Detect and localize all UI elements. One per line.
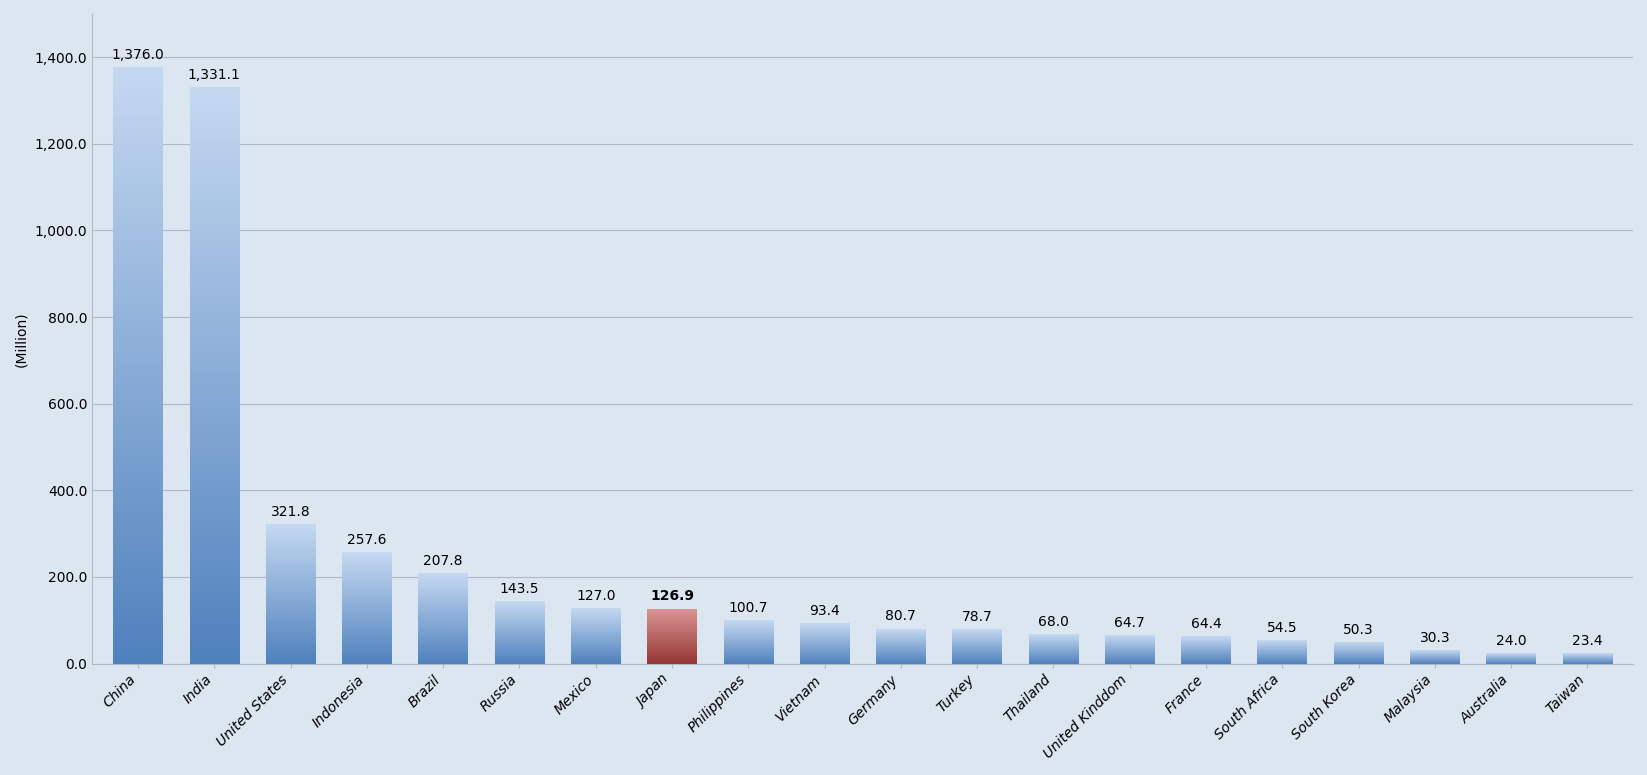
Text: 100.7: 100.7 [728, 601, 768, 615]
Text: 23.4: 23.4 [1571, 634, 1603, 648]
Text: 24.0: 24.0 [1495, 634, 1527, 648]
Text: 64.4: 64.4 [1191, 617, 1222, 631]
Text: 64.7: 64.7 [1115, 616, 1145, 630]
Text: 50.3: 50.3 [1344, 622, 1374, 636]
Text: 321.8: 321.8 [270, 505, 310, 519]
Text: 1,331.1: 1,331.1 [188, 68, 240, 82]
Text: 257.6: 257.6 [348, 533, 387, 547]
Text: 93.4: 93.4 [809, 604, 840, 618]
Text: 78.7: 78.7 [962, 611, 993, 625]
Text: 143.5: 143.5 [499, 582, 539, 596]
Text: 1,376.0: 1,376.0 [112, 48, 165, 63]
Text: 68.0: 68.0 [1038, 615, 1069, 629]
Y-axis label: (Million): (Million) [13, 311, 28, 367]
Text: 54.5: 54.5 [1267, 621, 1298, 635]
Text: 126.9: 126.9 [651, 590, 693, 604]
Text: 127.0: 127.0 [576, 590, 616, 604]
Text: 207.8: 207.8 [423, 554, 463, 568]
Text: 30.3: 30.3 [1420, 632, 1449, 646]
Text: 80.7: 80.7 [886, 609, 916, 623]
